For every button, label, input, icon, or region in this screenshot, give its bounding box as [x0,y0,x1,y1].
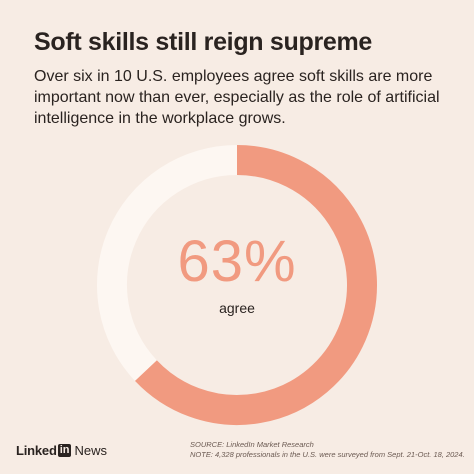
page-title: Soft skills still reign supreme [34,28,373,56]
survey-note: NOTE: 4,328 professionals in the U.S. we… [190,450,465,459]
donut-slice-agree [134,145,377,425]
page-subtitle: Over six in 10 U.S. employees agree soft… [34,68,440,127]
source-note: SOURCE: LinkedIn Market Research [190,440,314,449]
linkedin-news-logo: Linked in News [16,443,107,458]
brand-news: News [74,443,107,458]
linkedin-in-icon: in [57,444,72,457]
center-label: agree [219,300,255,316]
center-percentage: 63% [177,229,297,294]
donut-slice-remainder [97,145,238,381]
footnotes: SOURCE: LinkedIn Market Research NOTE: 4… [190,440,470,460]
brand-word: Linked [16,443,57,458]
